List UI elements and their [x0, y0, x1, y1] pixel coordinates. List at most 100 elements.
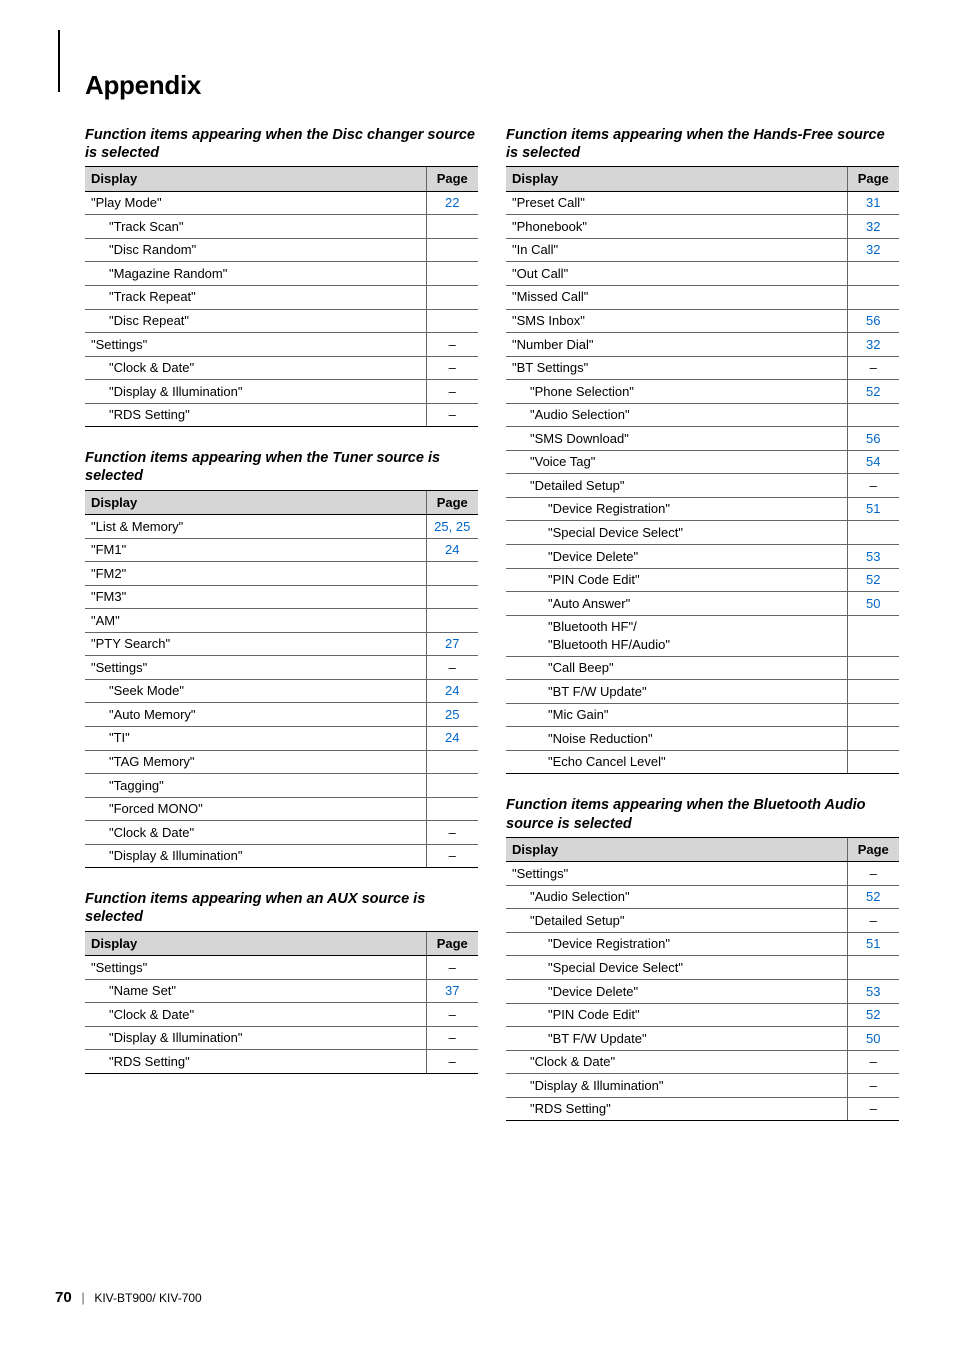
row-page: – — [426, 821, 478, 845]
row-page[interactable]: 56 — [847, 309, 899, 333]
row-page — [847, 727, 899, 751]
table-row: "Missed Call" — [506, 285, 899, 309]
row-page[interactable]: 24 — [426, 538, 478, 562]
table-row: "AM" — [85, 609, 478, 633]
table-row: "Special Device Select" — [506, 956, 899, 980]
row-label: "Preset Call" — [506, 191, 847, 215]
section-title-aux: Function items appearing when an AUX sou… — [85, 890, 478, 926]
row-page[interactable]: 53 — [847, 980, 899, 1004]
row-page — [426, 285, 478, 309]
row-label: "Track Repeat" — [85, 285, 426, 309]
row-page: – — [426, 1050, 478, 1074]
row-page: – — [847, 1050, 899, 1074]
row-label: "BT Settings" — [506, 356, 847, 380]
table-hf: DisplayPage"Preset Call"31"Phonebook"32"… — [506, 166, 899, 774]
row-label: "Special Device Select" — [506, 521, 847, 545]
row-page[interactable]: 24 — [426, 726, 478, 750]
row-page: – — [847, 1097, 899, 1121]
row-page — [847, 750, 899, 774]
row-page[interactable]: 51 — [847, 497, 899, 521]
row-page[interactable]: 52 — [847, 1003, 899, 1027]
left-column: Function items appearing when the Disc c… — [85, 126, 478, 1143]
table-row: "Track Scan" — [85, 215, 478, 239]
row-page[interactable]: 56 — [847, 427, 899, 451]
row-page: – — [847, 1074, 899, 1098]
table-row: "Disc Random" — [85, 238, 478, 262]
row-page[interactable]: 37 — [426, 979, 478, 1003]
row-label: "Clock & Date" — [85, 1003, 426, 1027]
table-row: "PIN Code Edit"52 — [506, 568, 899, 592]
row-page — [426, 215, 478, 239]
table-row: "SMS Download"56 — [506, 427, 899, 451]
row-label: "Settings" — [85, 333, 426, 357]
row-label: "FM3" — [85, 585, 426, 609]
row-label: "BT F/W Update" — [506, 680, 847, 704]
section-title-disc: Function items appearing when the Disc c… — [85, 126, 478, 162]
table-row: "Display & Illumination"– — [506, 1074, 899, 1098]
row-page[interactable]: 51 — [847, 932, 899, 956]
row-page[interactable]: 50 — [847, 1027, 899, 1051]
table-row: "RDS Setting"– — [85, 1050, 478, 1074]
row-page[interactable]: 52 — [847, 885, 899, 909]
row-label: "FM2" — [85, 562, 426, 586]
row-label: "Phone Selection" — [506, 380, 847, 404]
row-page — [847, 656, 899, 680]
row-label: "Display & Illumination" — [85, 1026, 426, 1050]
table-row: "Number Dial"32 — [506, 333, 899, 357]
table-row: "Settings"– — [85, 333, 478, 357]
col-header-display: Display — [506, 837, 847, 862]
table-row: "Disc Repeat" — [85, 309, 478, 333]
row-page — [847, 680, 899, 704]
table-row: "FM1"24 — [85, 538, 478, 562]
row-label: "BT F/W Update" — [506, 1027, 847, 1051]
col-header-page: Page — [426, 167, 478, 192]
row-label: "Special Device Select" — [506, 956, 847, 980]
row-label: "RDS Setting" — [506, 1097, 847, 1121]
table-row: "Clock & Date"– — [85, 821, 478, 845]
row-page[interactable]: 31 — [847, 191, 899, 215]
row-page[interactable]: 22 — [426, 191, 478, 215]
table-row: "Settings"– — [85, 656, 478, 680]
right-column: Function items appearing when the Hands-… — [506, 126, 899, 1143]
row-page[interactable]: 27 — [426, 632, 478, 656]
row-label: "TI" — [85, 726, 426, 750]
row-page[interactable]: 32 — [847, 333, 899, 357]
table-row: "FM3" — [85, 585, 478, 609]
row-page[interactable]: 32 — [847, 238, 899, 262]
row-page: – — [847, 474, 899, 498]
row-label: "AM" — [85, 609, 426, 633]
row-page[interactable]: 52 — [847, 380, 899, 404]
row-label: "PIN Code Edit" — [506, 568, 847, 592]
row-page[interactable]: 50 — [847, 592, 899, 616]
row-label: "Tagging" — [85, 774, 426, 798]
row-page[interactable]: 25 — [426, 703, 478, 727]
row-label: "Device Registration" — [506, 932, 847, 956]
row-label: "Clock & Date" — [85, 821, 426, 845]
col-header-display: Display — [85, 167, 426, 192]
col-header-page: Page — [847, 167, 899, 192]
row-label: "TAG Memory" — [85, 750, 426, 774]
row-page[interactable]: 32 — [847, 215, 899, 239]
row-page: – — [426, 403, 478, 427]
row-page[interactable]: 54 — [847, 450, 899, 474]
row-label: "Out Call" — [506, 262, 847, 286]
row-label: "Forced MONO" — [85, 797, 426, 821]
row-page[interactable]: 52 — [847, 568, 899, 592]
row-page — [426, 585, 478, 609]
row-page: – — [847, 909, 899, 933]
table-row: "Audio Selection" — [506, 403, 899, 427]
table-row: "Device Registration"51 — [506, 497, 899, 521]
table-row: "Phone Selection"52 — [506, 380, 899, 404]
row-page — [426, 562, 478, 586]
row-page[interactable]: 53 — [847, 545, 899, 569]
table-row: "Preset Call"31 — [506, 191, 899, 215]
row-page[interactable]: 25, 25 — [426, 515, 478, 539]
row-page — [426, 797, 478, 821]
table-row: "BT F/W Update" — [506, 680, 899, 704]
table-row: "Echo Cancel Level" — [506, 750, 899, 774]
title-area: Appendix — [85, 55, 899, 101]
table-row: "RDS Setting"– — [506, 1097, 899, 1121]
row-label: "Device Delete" — [506, 545, 847, 569]
footer-model: KIV-BT900/ KIV-700 — [94, 1291, 201, 1305]
row-page[interactable]: 24 — [426, 679, 478, 703]
